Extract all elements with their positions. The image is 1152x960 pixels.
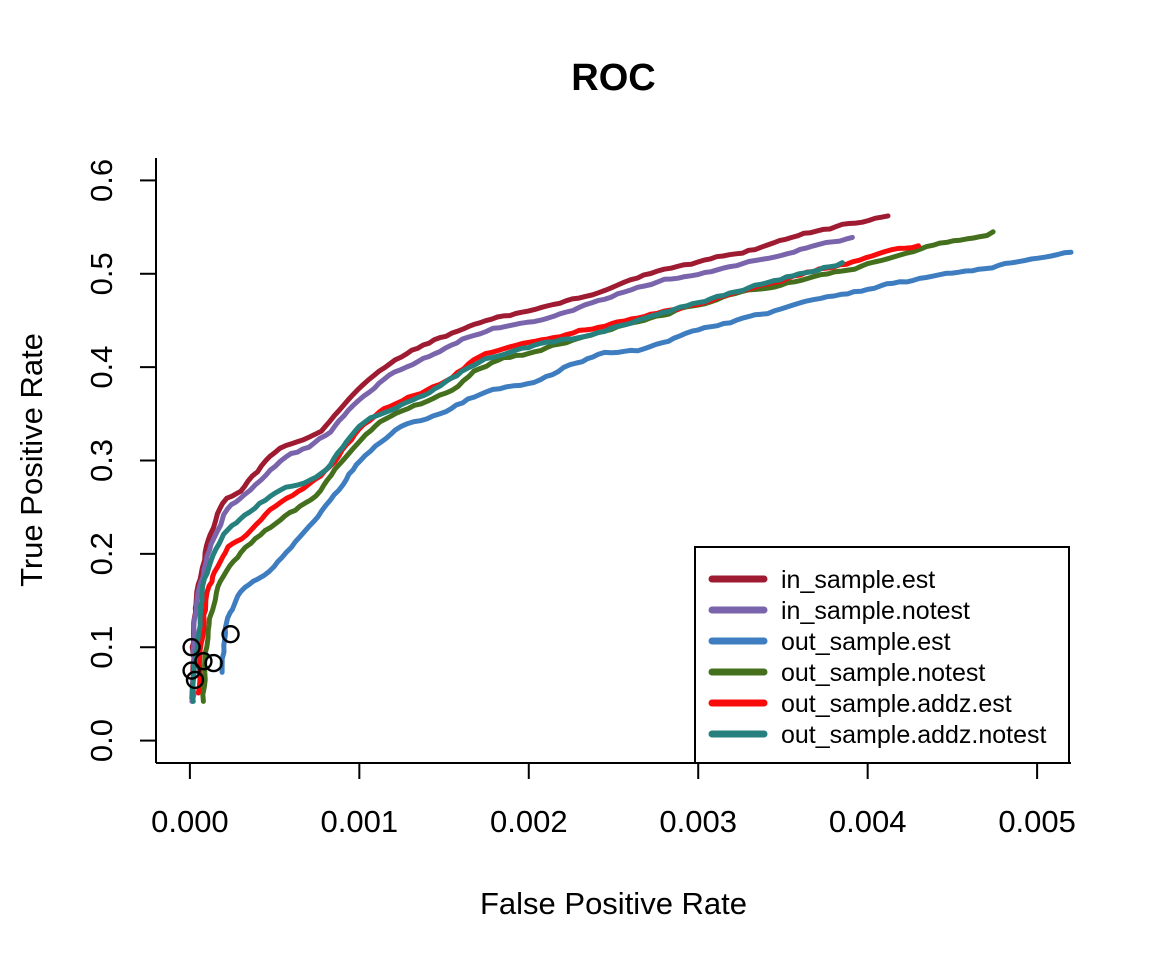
y-tick-label: 0.3 <box>84 439 119 482</box>
legend-label-out_sample.addz.notest: out_sample.addz.notest <box>781 721 1047 749</box>
y-axis-title: True Positive Rate <box>14 333 49 587</box>
cutoff-marker <box>182 661 201 680</box>
x-tick-label: 0.005 <box>998 804 1076 839</box>
x-tick-label: 0.000 <box>151 804 229 839</box>
x-tick-label: 0.001 <box>321 804 399 839</box>
cutoff-marker <box>221 624 240 644</box>
legend-label-out_sample.addz.est: out_sample.addz.est <box>781 690 1012 718</box>
roc-curve-in_sample.notest <box>189 234 855 704</box>
roc-curve-out_sample.addz.notest <box>189 260 845 704</box>
legend-label-in_sample.est: in_sample.est <box>781 566 935 594</box>
roc-curve-out_sample.notest <box>200 229 996 704</box>
y-tick-label: 0.6 <box>84 159 119 202</box>
y-tick-label: 0.0 <box>84 719 119 762</box>
y-tick-label: 0.5 <box>84 252 119 295</box>
x-tick-label: 0.002 <box>490 804 568 839</box>
x-tick-label: 0.003 <box>659 804 737 839</box>
cutoff-marker <box>204 653 223 673</box>
chart-title: ROC <box>571 57 656 99</box>
x-axis-title: False Positive Rate <box>479 886 748 921</box>
roc-curve-out_sample.est <box>219 249 1074 675</box>
y-tick-label: 0.4 <box>84 346 119 389</box>
legend-label-in_sample.notest: in_sample.notest <box>781 597 970 625</box>
legend-label-out_sample.est: out_sample.est <box>781 628 951 656</box>
roc-curve-in_sample.est <box>189 213 891 702</box>
x-tick-label: 0.004 <box>829 804 907 839</box>
cutoff-marker <box>185 670 205 690</box>
cutoff-marker <box>182 638 201 657</box>
legend-label-out_sample.notest: out_sample.notest <box>781 659 985 687</box>
legend-box <box>694 546 1070 764</box>
cutoff-marker <box>194 652 213 671</box>
y-tick-label: 0.1 <box>84 626 119 669</box>
y-tick-label: 0.2 <box>84 532 119 575</box>
